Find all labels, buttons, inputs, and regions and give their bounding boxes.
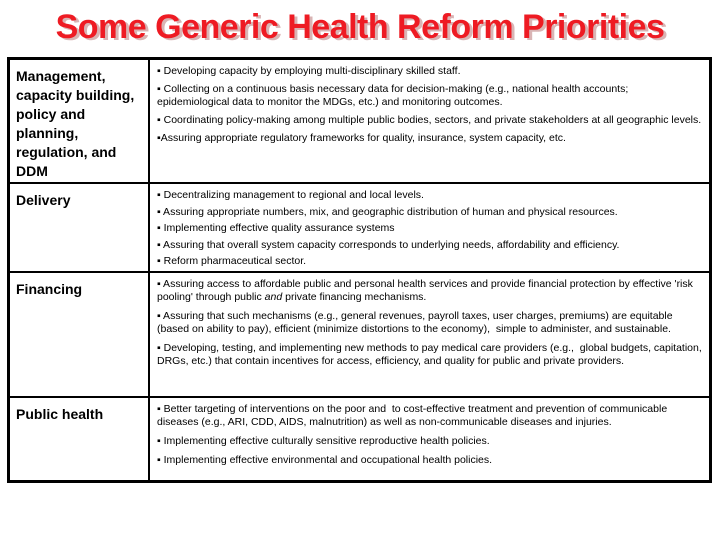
table-row-management: Management, capacity building, policy an…: [10, 60, 709, 182]
bullet-item: ▪ Developing, testing, and implementing …: [157, 342, 705, 367]
bullet-list: ▪ Better targeting of interventions on t…: [157, 403, 703, 467]
priorities-table: Management, capacity building, policy an…: [7, 57, 712, 483]
bullet-item: ▪ Collecting on a continuous basis neces…: [157, 83, 632, 108]
bullet-item: ▪ Implementing effective culturally sens…: [157, 435, 490, 447]
bullet-item: ▪ Reform pharmaceutical sector.: [157, 255, 307, 267]
bullet-list: ▪ Assuring access to affordable public a…: [157, 278, 703, 368]
bullet-text-italic: and: [264, 291, 283, 303]
bullet-item: ▪ Decentralizing management to regional …: [157, 189, 424, 201]
row-label: Public health: [10, 398, 150, 480]
bullet-item: ▪ Assuring access to affordable public a…: [157, 278, 703, 304]
bullet-item: ▪ Implementing effective environmental a…: [157, 454, 493, 466]
bullet-item: ▪ Developing capacity by employing multi…: [157, 65, 461, 77]
bullet-item: ▪ Assuring that such mechanisms (e.g., g…: [157, 310, 676, 335]
row-bullets: ▪ Developing capacity by employing multi…: [150, 60, 709, 182]
row-label: Delivery: [10, 184, 150, 271]
bullet-item: ▪ Assuring appropriate numbers, mix, and…: [157, 205, 618, 218]
bullet-item: ▪Assuring appropriate regulatory framewo…: [157, 132, 566, 144]
bullet-list: ▪ Decentralizing management to regional …: [157, 189, 703, 268]
row-bullets: ▪ Better targeting of interventions on t…: [150, 398, 709, 480]
bullet-text: private financing mechanisms.: [282, 291, 427, 303]
table-row-public-health: Public health ▪ Better targeting of inte…: [10, 396, 709, 480]
row-label: Financing: [10, 273, 150, 396]
row-bullets: ▪ Assuring access to affordable public a…: [150, 273, 709, 396]
bullet-text: ▪ Assuring access to affordable public a…: [157, 278, 696, 303]
bullet-item: ▪ Coordinating policy-making among multi…: [157, 114, 702, 126]
row-label: Management, capacity building, policy an…: [10, 60, 150, 182]
page-title: Some Generic Health Reform Priorities: [55, 8, 665, 46]
bullet-item: ▪ Assuring that overall system capacity …: [157, 238, 620, 251]
table-row-financing: Financing ▪ Assuring access to affordabl…: [10, 271, 709, 396]
table-row-delivery: Delivery ▪ Decentralizing management to …: [10, 182, 709, 271]
bullet-item: ▪ Implementing effective quality assuran…: [157, 222, 395, 234]
bullet-item: ▪ Better targeting of interventions on t…: [157, 403, 671, 428]
row-bullets: ▪ Decentralizing management to regional …: [150, 184, 709, 271]
bullet-list: ▪ Developing capacity by employing multi…: [157, 65, 703, 145]
